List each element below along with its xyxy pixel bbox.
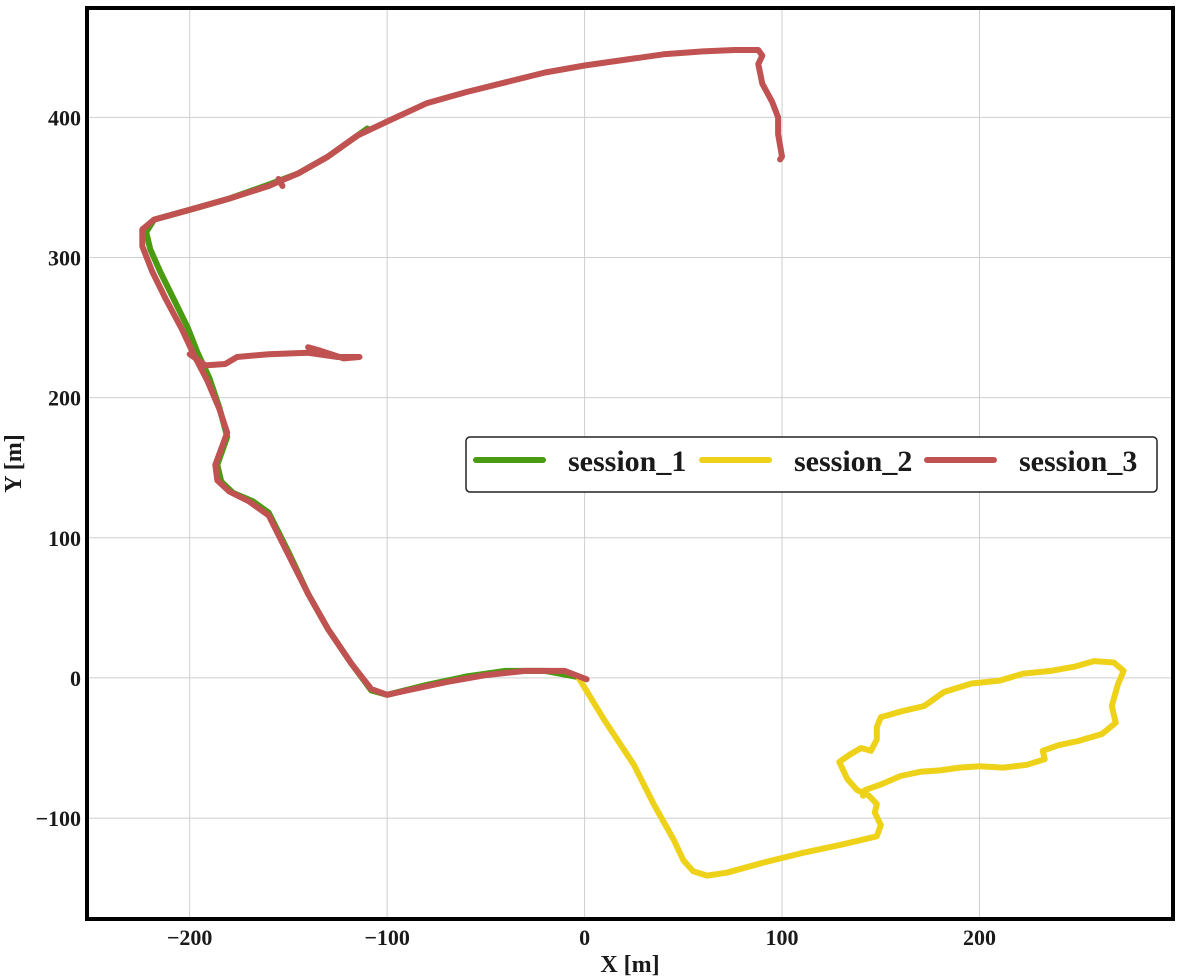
x-tick-label: 0 — [579, 925, 590, 950]
legend-box — [465, 436, 1158, 493]
x-tick-label: 200 — [963, 925, 996, 950]
y-tick-label: 200 — [48, 386, 81, 411]
session_3-series — [139, 47, 785, 698]
series-layer — [139, 47, 1127, 879]
legend-label-session_1: session_1 — [568, 445, 686, 478]
session_2-series — [575, 658, 1127, 879]
legend-label-session_3: session_3 — [1019, 445, 1137, 478]
y-tick-label: 400 — [48, 105, 81, 130]
y-tick-label: −100 — [35, 806, 81, 831]
session_3-trajectory — [139, 47, 785, 698]
session_3-trajectory-branch — [275, 176, 286, 189]
x-tick-label: −100 — [364, 925, 410, 950]
legend: session_1 session_2 session_3 — [465, 436, 1158, 493]
y-axis-label: Y [m] — [1, 434, 27, 492]
plot-frame — [85, 6, 1175, 921]
session_3-trajectory-branch — [186, 344, 363, 369]
y-tick-label: 0 — [70, 666, 81, 691]
y-tick-labels: −100 0 100 200 300 400 — [35, 105, 81, 831]
session_1-trajectory — [143, 125, 586, 698]
y-tick-label: 300 — [48, 245, 81, 270]
x-tick-label: 100 — [766, 925, 799, 950]
session_2-trajectory — [575, 658, 1127, 879]
x-tick-label: −200 — [167, 925, 213, 950]
x-tick-labels: −200 −100 0 100 200 — [167, 925, 996, 950]
x-axis-label: X [m] — [600, 952, 659, 978]
legend-label-session_2: session_2 — [794, 445, 912, 478]
y-tick-label: 100 — [48, 526, 81, 551]
session_1-series — [143, 125, 586, 698]
